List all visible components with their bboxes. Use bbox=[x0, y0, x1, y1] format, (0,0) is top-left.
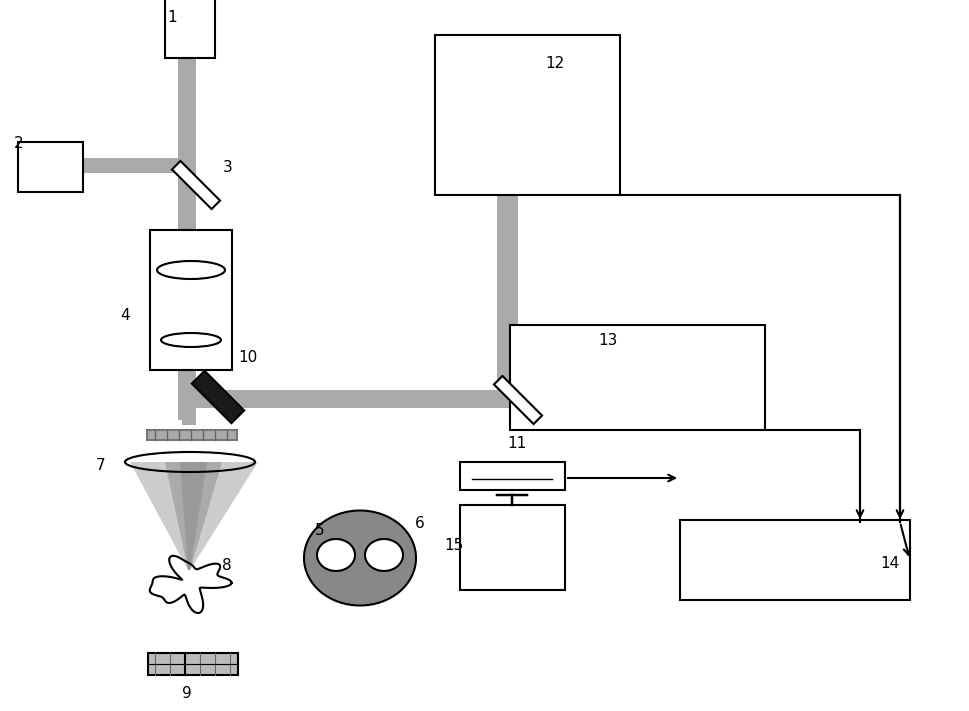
Polygon shape bbox=[493, 376, 542, 424]
Polygon shape bbox=[192, 371, 244, 423]
Bar bbox=[18, 142, 83, 192]
Text: 4: 4 bbox=[120, 308, 130, 323]
Polygon shape bbox=[54, 158, 190, 173]
Polygon shape bbox=[172, 161, 220, 209]
Text: 8: 8 bbox=[222, 558, 232, 573]
Polygon shape bbox=[182, 58, 196, 425]
Polygon shape bbox=[185, 390, 529, 408]
Bar bbox=[434, 35, 619, 195]
Text: 7: 7 bbox=[96, 458, 106, 473]
Text: 12: 12 bbox=[545, 56, 564, 71]
Polygon shape bbox=[180, 462, 206, 570]
Ellipse shape bbox=[317, 539, 355, 571]
Ellipse shape bbox=[364, 539, 402, 571]
Bar bbox=[165, 0, 215, 58]
Bar bbox=[147, 430, 236, 440]
Ellipse shape bbox=[303, 510, 416, 606]
Polygon shape bbox=[178, 175, 196, 420]
Text: 11: 11 bbox=[507, 436, 526, 451]
Bar bbox=[679, 520, 909, 600]
Text: 14: 14 bbox=[879, 556, 898, 571]
Polygon shape bbox=[499, 130, 517, 390]
Polygon shape bbox=[178, 55, 196, 175]
Bar bbox=[148, 653, 237, 675]
Polygon shape bbox=[185, 390, 529, 408]
Bar bbox=[459, 505, 564, 590]
Bar bbox=[150, 230, 232, 370]
Text: 15: 15 bbox=[444, 538, 463, 553]
Polygon shape bbox=[165, 462, 222, 570]
Text: 9: 9 bbox=[182, 686, 192, 701]
Text: 13: 13 bbox=[597, 333, 616, 348]
Polygon shape bbox=[55, 158, 185, 173]
Text: 6: 6 bbox=[415, 516, 424, 531]
Text: 1: 1 bbox=[167, 10, 176, 25]
Text: 2: 2 bbox=[14, 136, 23, 151]
Text: 10: 10 bbox=[237, 350, 257, 365]
Polygon shape bbox=[130, 462, 258, 570]
Text: 5: 5 bbox=[315, 523, 325, 538]
Text: 3: 3 bbox=[223, 160, 233, 175]
Bar bbox=[510, 325, 765, 430]
Bar bbox=[459, 462, 564, 490]
Polygon shape bbox=[496, 130, 516, 390]
